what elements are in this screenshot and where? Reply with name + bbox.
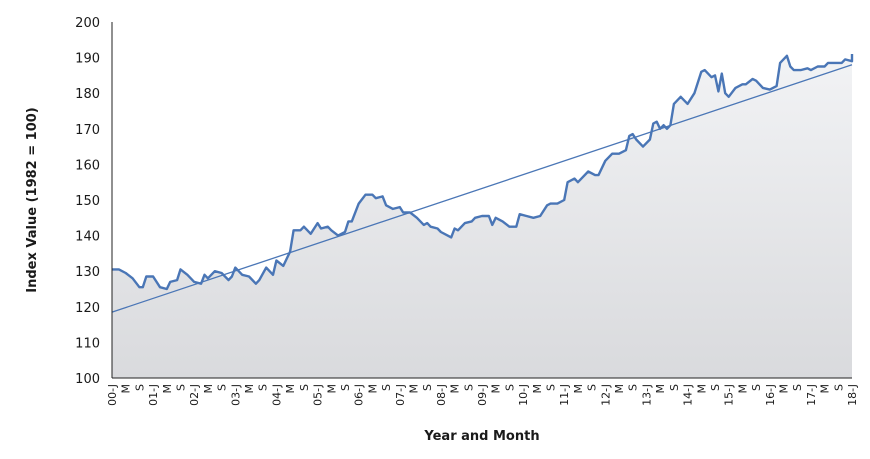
trendline [111,64,853,313]
x-axis-title: Year and Month [423,429,539,444]
x-tick-label: 01-J [147,384,160,406]
x-tick-label: M [736,384,749,394]
series-line [112,54,854,291]
y-tick-label: 180 [75,87,100,102]
y-tick-label: 100 [75,372,100,387]
x-tick-label: 14-J [682,384,695,406]
x-tick-label: 08-J [435,384,448,406]
y-tick-label: 140 [75,230,100,245]
x-tick-label: 11-J [558,384,571,406]
x-tick-label: 03-J [229,384,242,406]
x-tick-label: S [462,384,475,391]
x-tick-label: M [778,384,791,394]
trendline-layer [111,64,853,313]
x-tick-label: M [572,384,585,394]
y-tick-label: 110 [75,336,100,351]
x-tick-label: S [668,384,681,391]
x-tick-label: 02-J [188,384,201,406]
y-tick-label: 190 [75,52,100,67]
x-tick-label: S [421,384,434,391]
x-tick-label: S [380,384,393,391]
x-tick-label: M [531,384,544,394]
x-tick-label: S [503,384,516,391]
x-tick-label: M [366,384,379,394]
x-tick-label: 06-J [353,384,366,406]
x-tick-label: S [750,384,763,391]
x-tick-label: 09-J [476,384,489,406]
x-tick-label: S [545,384,558,391]
x-tick-label: S [257,384,270,391]
x-tick-label: 00-J [106,384,119,406]
x-tick-label: 16-J [764,384,777,406]
x-tick-label: S [791,384,804,391]
y-tick-labels: 100 110 120 130 140 150 160 170 180 190 200 [75,16,100,387]
x-tick-label: 18-J [846,384,859,406]
x-tick-label: M [161,384,174,394]
x-tick-label: M [613,384,626,394]
x-tick-label: M [654,384,667,394]
x-tick-label: 10-J [517,384,530,406]
x-tick-label: S [709,384,722,391]
x-tick-label: M [202,384,215,394]
x-tick-label: S [339,384,352,391]
y-tick-label: 200 [75,16,100,31]
x-tick-label: S [586,384,599,391]
x-tick-label: 13-J [640,384,653,406]
x-tick-label: M [695,384,708,394]
x-tick-label: S [832,384,845,391]
y-axis-title: Index Value (1982 = 100) [25,107,40,292]
x-tick-labels: 00-J M S 01-J M S 02-J M S 03-J M S 04-J M S 05-J M S 06-J… [106,384,859,406]
y-tick-label: 160 [75,158,100,173]
x-tick-label: S [133,384,146,391]
x-tick-label: M [449,384,462,394]
y-tick-label: 170 [75,123,100,138]
x-tick-label: M [120,384,133,394]
axes [111,22,852,379]
x-tick-label: 12-J [599,384,612,406]
x-tick-label: 04-J [270,384,283,406]
x-tick-label: 15-J [723,384,736,406]
x-tick-label: M [408,384,421,394]
y-tick-label: 120 [75,301,100,316]
x-tick-label: S [175,384,188,391]
x-tick-label: 17-J [805,384,818,406]
x-tick-label: 07-J [394,384,407,406]
y-tick-label: 130 [75,265,100,280]
x-tick-label: 05-J [312,384,325,406]
x-tick-label: S [627,384,640,391]
series-line-layer [112,54,854,291]
x-tick-label: M [819,384,832,394]
x-tick-label: M [243,384,256,394]
x-tick-label: M [490,384,503,394]
x-tick-label: M [325,384,338,394]
x-tick-label: S [298,384,311,391]
y-tick-label: 150 [75,194,100,209]
x-tick-label: M [284,384,297,394]
x-tick-label: S [216,384,229,391]
